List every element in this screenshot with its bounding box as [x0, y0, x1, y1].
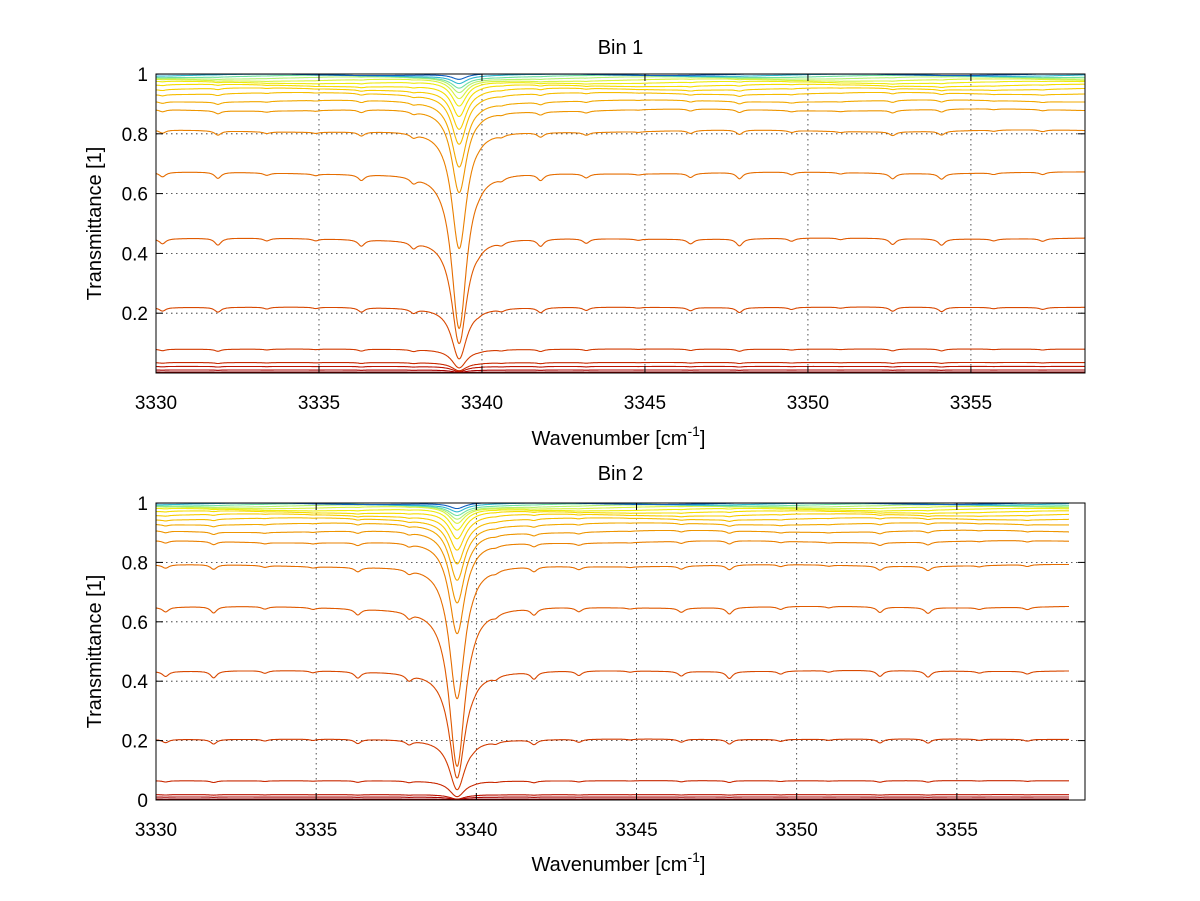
x-tick-label: 3345 [624, 393, 666, 414]
series-line-13 [156, 513, 1069, 551]
series-line-11 [156, 99, 1085, 168]
x-tick-label: 3355 [936, 820, 978, 841]
x-tick-label: 3335 [295, 820, 337, 841]
y-tick-label: 0.2 [122, 304, 148, 325]
series-line-20 [156, 502, 1069, 510]
x-tick-label: 3340 [461, 393, 503, 414]
series-line-14 [156, 510, 1069, 540]
y-axis-label: Transmittance [1] [84, 575, 106, 729]
series-line-10 [155, 529, 1069, 604]
x-axis-label-superscript: -1 [687, 423, 700, 439]
x-tick-label: 3330 [135, 393, 177, 414]
series-line-15 [156, 80, 1086, 107]
series-line-17 [155, 76, 1085, 94]
y-tick-label: 0.8 [122, 125, 148, 146]
x-tick-label: 3350 [787, 393, 829, 414]
series-line-12 [155, 91, 1085, 145]
x-tick-label: 3340 [455, 820, 497, 841]
y-tick-label: 0 [137, 791, 148, 812]
series-line-16 [156, 78, 1085, 100]
y-tick-label: 0.2 [122, 732, 148, 753]
series-line-3 [156, 365, 1085, 373]
y-axis-label: Transmittance [1] [84, 147, 106, 301]
x-tick-label: 3350 [776, 820, 818, 841]
x-tick-label: 3330 [135, 820, 177, 841]
series-line-15 [156, 507, 1069, 531]
plot-area-frame [155, 502, 1086, 801]
x-axis-label: Wavenumber [cm-1] [532, 423, 706, 450]
x-axis-label: Wavenumber [cm-1] [532, 849, 706, 876]
x-axis-label-text: Wavenumber [cm [532, 428, 688, 450]
series-group [155, 73, 1086, 374]
series-line-20 [156, 73, 1085, 80]
series-line-17 [156, 504, 1069, 520]
y-tick-label: 1 [137, 65, 148, 86]
series-line-6 [155, 306, 1085, 360]
series-group [155, 502, 1070, 801]
series-line-6 [155, 670, 1069, 779]
series-line-11 [156, 522, 1069, 581]
x-tick-label: 3335 [298, 393, 340, 414]
series-line-2 [156, 369, 1085, 373]
x-tick-label: 3345 [615, 820, 657, 841]
x-axis-label-superscript: -1 [687, 849, 700, 865]
series-line-10 [155, 108, 1085, 194]
series-line-16 [156, 505, 1069, 524]
x-axis-label-end: ] [700, 428, 706, 450]
chart-title: Bin 1 [598, 37, 644, 59]
series-line-3 [156, 794, 1069, 800]
y-tick-label: 0.6 [122, 613, 148, 634]
series-line-4 [155, 361, 1085, 372]
series-line-2 [156, 796, 1069, 801]
series-line-7 [156, 605, 1069, 767]
x-axis-label-end: ] [700, 854, 706, 876]
series-line-7 [155, 237, 1085, 345]
panel-bin-1: Bin 1 3330 3335 3340 3345 3350 3355 0.2 0.4 0.6 0.… [84, 37, 1086, 450]
y-tick-label: 1 [137, 494, 148, 515]
series-line-13 [156, 87, 1086, 130]
series-line-4 [156, 780, 1069, 798]
y-tick-label: 0.6 [122, 185, 148, 206]
x-tick-label: 3355 [950, 393, 992, 414]
series-line-12 [156, 517, 1069, 565]
series-line-8 [155, 171, 1085, 330]
x-axis-label-text: Wavenumber [cm [532, 854, 688, 876]
panel-bin-2: Bin 2 3330 3335 3340 3345 3350 3355 0 0.2 0.4 0.6 0… [84, 463, 1086, 876]
series-line-5 [156, 348, 1085, 369]
y-tick-label: 0.4 [122, 672, 149, 693]
series-line-8 [155, 563, 1069, 700]
series-line-1 [156, 798, 1069, 801]
y-tick-label: 0.8 [122, 553, 148, 574]
series-line-1 [156, 371, 1085, 374]
series-line-9 [155, 540, 1070, 635]
series-line-5 [155, 738, 1069, 791]
y-tick-label: 0.4 [122, 244, 149, 265]
chart-title: Bin 2 [598, 463, 644, 485]
series-line-9 [155, 129, 1085, 250]
plot-area-frame [155, 73, 1086, 374]
series-line-14 [156, 83, 1085, 118]
